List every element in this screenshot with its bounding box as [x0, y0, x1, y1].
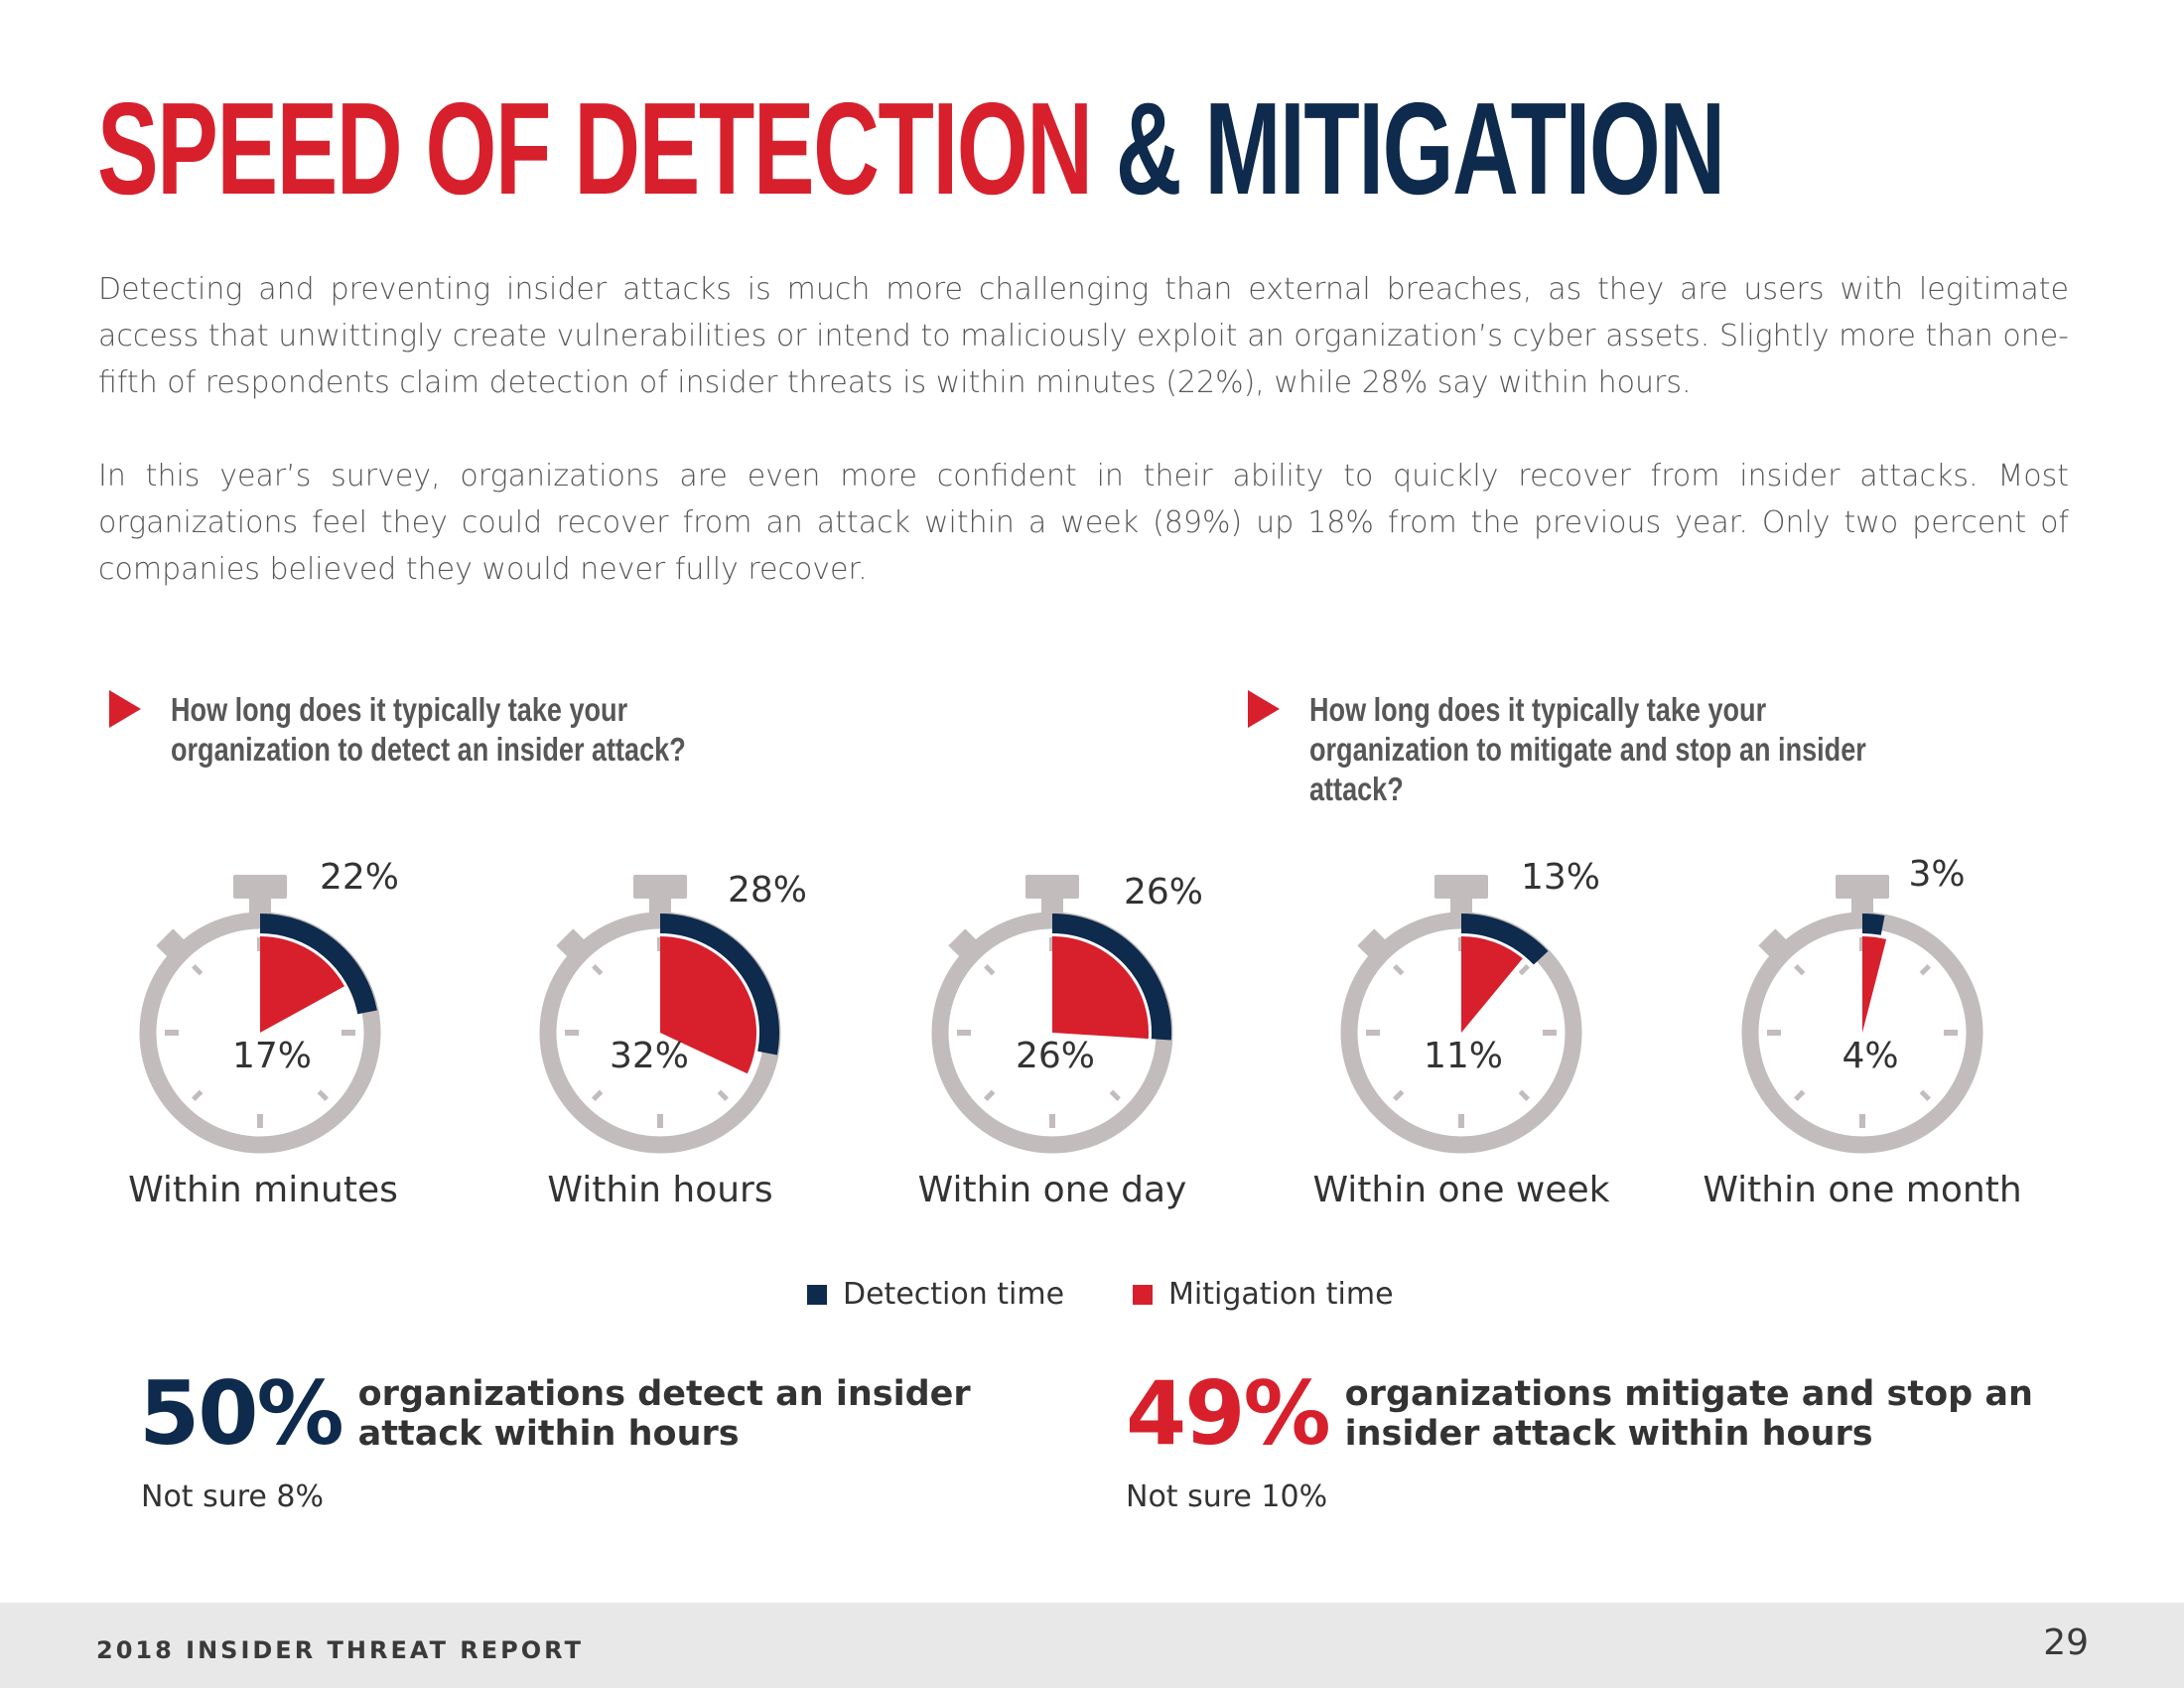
- mitigation-sector: [660, 936, 757, 1074]
- stopwatch-crown: [633, 875, 687, 899]
- stat-mitigate-text: organizations mitigate and stop an insid…: [1344, 1374, 2033, 1454]
- play-arrow-icon: [1248, 690, 1280, 728]
- mitigation-sector: [1862, 936, 1887, 1033]
- play-arrow-icon: [109, 690, 141, 728]
- stopwatch-side-button: [156, 928, 187, 959]
- stopwatch-tick: [592, 964, 604, 976]
- stopwatch-tick: [1794, 1089, 1806, 1101]
- category-label: Within one week: [1312, 1170, 1609, 1210]
- stopwatch-side-button: [556, 928, 587, 959]
- page-number: 29: [2043, 1622, 2089, 1663]
- question-mitigate-text: How long does it typically take your org…: [1309, 691, 1866, 807]
- category-label: Within hours: [547, 1170, 772, 1210]
- stopwatch-tick: [192, 964, 204, 976]
- stopwatch-side-button: [948, 928, 979, 959]
- detection-arc: [1051, 914, 1171, 1041]
- stopwatch-tick: [984, 964, 996, 976]
- mitigation-value-label: 32%: [610, 1036, 689, 1076]
- stopwatch-tick: [592, 1089, 604, 1101]
- stopwatch-side-button: [1357, 928, 1388, 959]
- detection-arc: [659, 914, 779, 1055]
- stopwatch-crown: [1434, 875, 1488, 899]
- question-mitigate: How long does it typically take your org…: [1248, 690, 2064, 809]
- detection-arc: [1460, 914, 1549, 965]
- stat-detect-text: organizations detect an insider attack w…: [357, 1374, 971, 1454]
- legend-detection-swatch: [807, 1284, 827, 1305]
- legend-detection-label: Detection time: [843, 1277, 1065, 1312]
- legend-mitigation-label: Mitigation time: [1168, 1277, 1394, 1312]
- detection-arc: [1861, 914, 1885, 935]
- stopwatch-tick: [1919, 964, 1931, 976]
- intro-paragraph-1: Detecting and preventing insider attacks…: [98, 272, 2069, 400]
- mitigation-value-label: 17%: [232, 1036, 312, 1076]
- legend-mitigation-swatch: [1133, 1284, 1153, 1305]
- title-part-2: & MITIGATION: [1115, 75, 1725, 221]
- stat-mitigate-value: 49%: [1126, 1362, 1331, 1465]
- question-detect-text: How long does it typically take your org…: [171, 691, 686, 768]
- detection-value-label: 22%: [320, 857, 399, 898]
- question-detect: How long does it typically take your org…: [109, 690, 925, 770]
- mitigation-sector: [260, 936, 345, 1033]
- mitigation-value-label: 4%: [1842, 1036, 1898, 1076]
- stopwatch-tick: [984, 1089, 996, 1101]
- stat-detect: 50% organizations detect an insider atta…: [139, 1366, 1053, 1462]
- stopwatch-tick: [1109, 1089, 1121, 1101]
- stopwatch-tick: [1518, 964, 1530, 976]
- legend-detection: Detection time: [807, 1277, 1064, 1312]
- title-part-1: SPEED OF DETECTION: [97, 75, 1093, 221]
- stopwatch-tick: [1919, 1089, 1931, 1101]
- stopwatch-crown: [233, 875, 287, 899]
- stopwatch-tick: [1518, 1089, 1530, 1101]
- stopwatch-tick: [192, 1089, 204, 1101]
- stopwatch-crown: [1836, 875, 1889, 899]
- detection-value-label: 3%: [1908, 854, 1965, 895]
- stat-mitigate: 49% organizations mitigate and stop an i…: [1126, 1366, 2040, 1462]
- stopwatch-tick: [1393, 964, 1405, 976]
- detection-value-label: 28%: [728, 870, 807, 911]
- legend-mitigation: Mitigation time: [1133, 1277, 1394, 1312]
- mitigation-value-label: 26%: [1016, 1036, 1095, 1076]
- stat-detect-value: 50%: [139, 1362, 344, 1465]
- not-sure-mitigate: Not sure 10%: [1126, 1479, 1328, 1514]
- mitigation-sector: [1052, 936, 1149, 1040]
- mitigation-sector: [1461, 936, 1523, 1033]
- category-label: Within minutes: [128, 1170, 398, 1210]
- category-label: Within one month: [1703, 1170, 2021, 1210]
- detection-value-label: 26%: [1124, 872, 1203, 913]
- stopwatch-crown: [1025, 875, 1079, 899]
- intro-paragraph-2: In this year’s survey, organizations are…: [98, 459, 2069, 587]
- page-title: SPEED OF DETECTION & MITIGATION: [97, 83, 1725, 214]
- category-label: Within one day: [918, 1170, 1187, 1210]
- stopwatch-tick: [1794, 964, 1806, 976]
- not-sure-detect: Not sure 8%: [141, 1479, 324, 1514]
- stopwatch-side-button: [1758, 928, 1789, 959]
- detection-arc: [259, 914, 377, 1015]
- mitigation-value-label: 11%: [1424, 1036, 1503, 1076]
- stopwatch-tick: [317, 1089, 329, 1101]
- stopwatch-tick: [1393, 1089, 1405, 1101]
- footer-report-title: 2018 INSIDER THREAT REPORT: [96, 1636, 584, 1664]
- footer: 2018 INSIDER THREAT REPORT 29: [0, 1603, 2184, 1688]
- stopwatch-tick: [717, 1089, 729, 1101]
- detection-value-label: 13%: [1521, 857, 1600, 898]
